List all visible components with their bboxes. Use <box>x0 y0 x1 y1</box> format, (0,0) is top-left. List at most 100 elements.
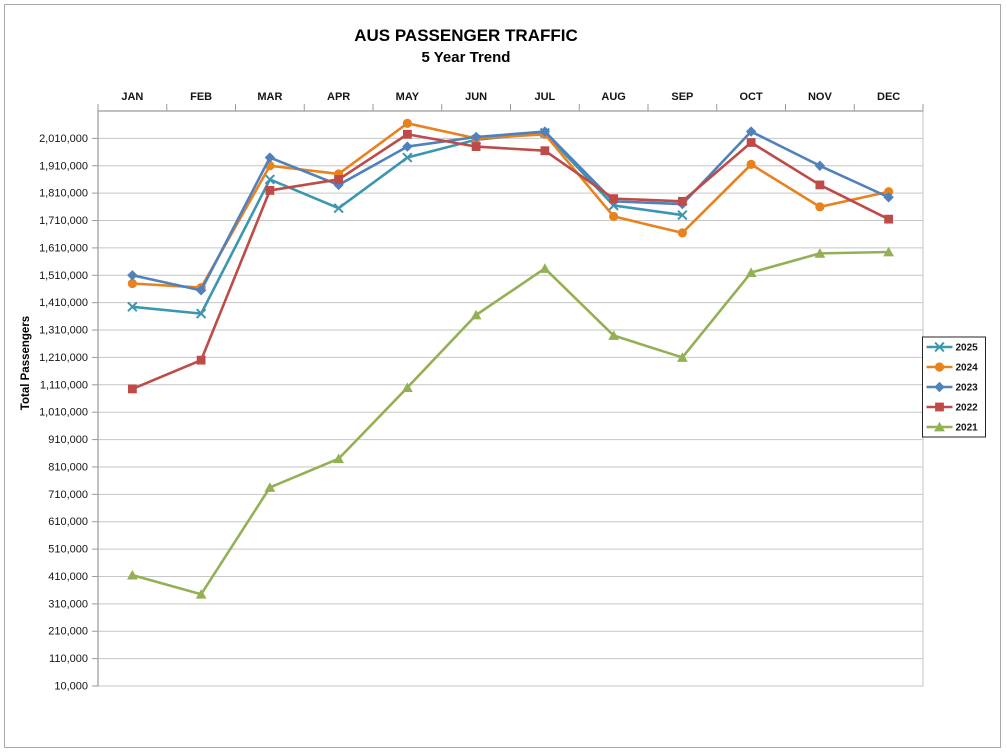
y-tick-label: 1,810,000 <box>39 188 88 200</box>
data-point-diamond-marker <box>814 160 826 171</box>
data-point-triangle-marker <box>883 246 895 257</box>
y-tick-label: 610,000 <box>48 516 88 528</box>
data-point-x-marker <box>264 174 275 185</box>
data-point-triangle-marker <box>195 589 207 599</box>
data-point-square-marker <box>935 402 944 412</box>
legend-label: 2022 <box>956 403 979 414</box>
data-point-diamond-marker <box>934 381 945 393</box>
month-label: OCT <box>740 91 764 103</box>
data-point-square-marker <box>402 129 412 139</box>
legend-label: 2023 <box>956 383 979 394</box>
legend-label: 2021 <box>956 423 979 434</box>
y-tick-label: 1,010,000 <box>39 407 88 419</box>
legend-entry-2024: 2024 <box>926 362 979 374</box>
data-point-x-marker <box>402 152 413 163</box>
data-point-diamond-marker <box>883 192 894 203</box>
month-label: AUG <box>601 91 625 103</box>
series-2022 <box>127 129 894 394</box>
legend-label: 2025 <box>956 343 979 354</box>
legend-label: 2024 <box>956 363 979 374</box>
month-label: JAN <box>121 91 143 103</box>
y-tick-label: 710,000 <box>48 489 88 501</box>
data-point-diamond-marker <box>539 126 551 137</box>
month-label: JUN <box>465 91 487 103</box>
data-point-x-marker <box>934 341 945 353</box>
legend-entry-2021: 2021 <box>926 421 979 434</box>
gridlines <box>98 111 924 687</box>
data-point-triangle-marker <box>676 352 688 362</box>
y-tick-label: 410,000 <box>48 571 88 583</box>
y-axis: 10,000 110,000 210,000 310,000 410,000 510,00… <box>39 111 99 693</box>
data-point-diamond-marker <box>195 285 207 296</box>
data-point-triangle-marker <box>745 267 757 277</box>
data-point-x-marker <box>127 301 138 312</box>
legend-entry-2023: 2023 <box>926 381 979 394</box>
data-point-triangle-marker <box>333 453 345 464</box>
month-label: MAY <box>396 91 420 103</box>
data-point-square-marker <box>746 138 756 147</box>
data-point-square-marker <box>265 186 275 195</box>
data-point-circle-marker <box>609 211 619 222</box>
series-line <box>132 122 889 289</box>
legend: 2025 2024 2023 2022 2021 <box>922 336 986 438</box>
y-tick-label: 1,110,000 <box>40 379 88 391</box>
data-point-x-marker <box>196 308 207 319</box>
series-line <box>131 132 890 391</box>
data-point-diamond-marker <box>745 126 757 137</box>
data-point-triangle-marker <box>608 330 620 340</box>
y-axis-title: Total Passengers <box>20 316 32 410</box>
legend-entry-2022: 2022 <box>926 402 979 414</box>
data-point-circle-marker <box>815 202 825 212</box>
y-tick-label: 210,000 <box>48 626 88 638</box>
data-point-square-marker <box>540 146 550 156</box>
data-point-circle-marker <box>402 118 412 128</box>
series-line <box>132 250 889 596</box>
y-tick-label: 2,010,000 <box>39 133 88 145</box>
data-point-square-marker <box>334 175 344 184</box>
y-tick-label: 1,910,000 <box>39 160 88 172</box>
y-tick-label: 810,000 <box>48 461 88 473</box>
chart-outer-border <box>4 4 1001 748</box>
y-tick-label: 1,610,000 <box>39 242 88 254</box>
y-tick-label: 10,000 <box>54 681 88 693</box>
data-point-triangle-marker <box>264 482 276 492</box>
y-tick-label: 1,410,000 <box>39 297 88 309</box>
y-tick-label: 310,000 <box>48 598 88 610</box>
y-tick-label: 1,710,000 <box>39 215 88 227</box>
data-point-triangle-marker <box>814 248 826 258</box>
series-2021 <box>126 246 895 599</box>
data-point-triangle-marker <box>401 382 413 392</box>
month-label: APR <box>327 91 350 103</box>
chart-title: AUS PASSENGER TRAFFIC <box>354 26 578 45</box>
data-point-square-marker <box>471 142 481 151</box>
data-point-circle-marker <box>884 187 894 197</box>
data-point-diamond-marker <box>402 141 413 152</box>
month-label: NOV <box>808 91 833 103</box>
data-point-diamond-marker <box>127 270 138 281</box>
data-point-square-marker <box>127 384 137 394</box>
data-point-circle-marker <box>746 159 756 169</box>
data-point-triangle-marker <box>539 263 551 273</box>
data-point-triangle-marker <box>934 421 945 432</box>
month-label: DEC <box>877 91 900 103</box>
chart-subtitle: 5 Year Trend <box>422 49 511 66</box>
data-point-square-marker <box>815 180 825 190</box>
month-label: JUL <box>534 91 555 103</box>
month-label: FEB <box>190 91 212 103</box>
month-label: MAR <box>257 91 282 103</box>
data-point-square-marker <box>196 355 206 365</box>
legend-entry-2025: 2025 <box>926 341 979 354</box>
month-label: SEP <box>671 91 693 103</box>
data-point-square-marker <box>884 214 894 224</box>
y-tick-label: 510,000 <box>48 544 88 556</box>
data-point-square-marker <box>609 194 619 204</box>
data-point-square-marker <box>677 196 687 206</box>
data-point-circle-marker <box>934 362 945 372</box>
plot-area: 10,000 110,000 210,000 310,000 410,000 510,00… <box>39 91 986 693</box>
y-tick-label: 110,000 <box>49 653 88 665</box>
x-axis: JAN FEB MAR APR MAY JUN JUL AUG SEP OCT NOV DEC <box>97 91 924 112</box>
series-line <box>132 130 890 292</box>
data-point-x-marker <box>677 209 688 221</box>
